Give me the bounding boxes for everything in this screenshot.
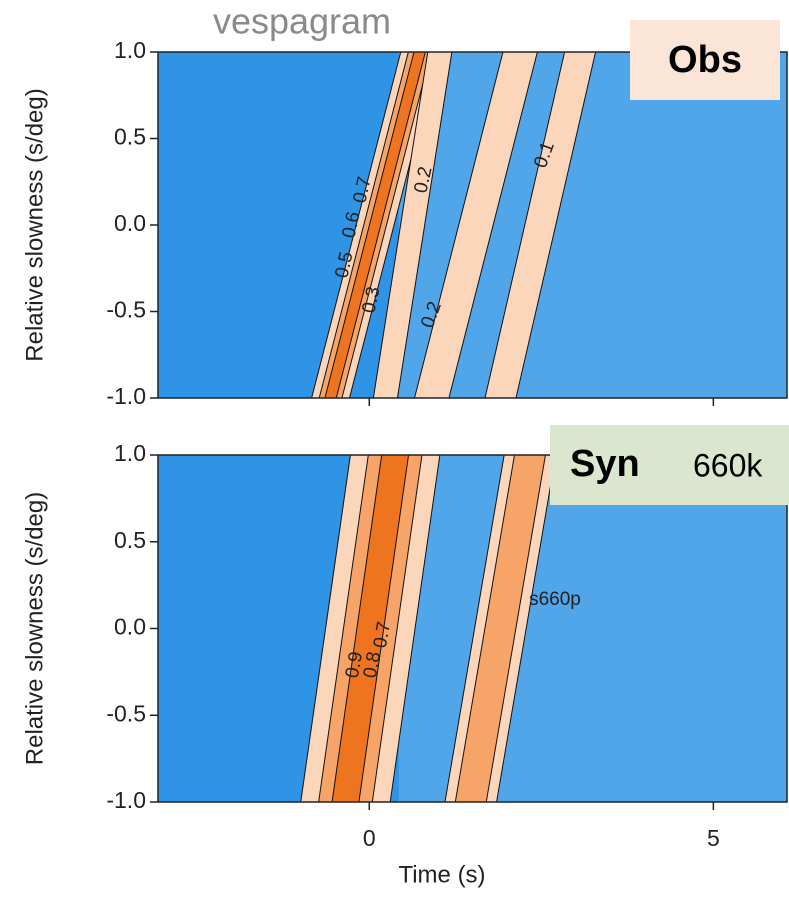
ridge-contour	[331, 455, 410, 802]
y-tick-label: 0.5	[114, 527, 146, 553]
y-tick-label: -1.0	[106, 787, 146, 813]
x-tick-label: 5	[707, 825, 720, 851]
y-tick-label: 1.0	[114, 440, 146, 466]
panel-sublabel: 660k	[693, 447, 763, 483]
ridge-contour	[324, 52, 426, 398]
y-tick-label: -0.5	[106, 297, 146, 323]
y-tick-label: 0.0	[114, 614, 146, 640]
x-tick-label: 0	[363, 825, 376, 851]
y-tick-label: -0.5	[106, 700, 146, 726]
contour-label: 0.7	[370, 620, 395, 650]
y-axis-label: Relative slowness (s/deg)	[21, 88, 48, 361]
x-axis-label: Time (s)	[398, 861, 485, 888]
y-tick-label: 0.5	[114, 124, 146, 150]
contour-label: 0.9	[342, 650, 367, 680]
y-tick-label: 0.0	[114, 210, 146, 236]
contour-label: 0.8	[360, 650, 385, 680]
ridge-contour	[454, 455, 546, 802]
heatmap-field	[311, 52, 597, 398]
chart-title: vespagram	[213, 1, 391, 42]
y-tick-label: -1.0	[106, 383, 146, 409]
y-tick-label: 1.0	[114, 37, 146, 63]
y-axis-label: Relative slowness (s/deg)	[21, 492, 48, 765]
heatmap-field	[300, 455, 557, 802]
label-box	[550, 425, 789, 505]
contour-label: s660p	[529, 589, 581, 610]
panel-label: Syn	[570, 443, 640, 485]
label-box	[630, 20, 780, 100]
panel-label: Obs	[668, 39, 742, 81]
ridge	[484, 52, 597, 398]
ridge	[413, 52, 538, 398]
ridge	[372, 52, 453, 398]
